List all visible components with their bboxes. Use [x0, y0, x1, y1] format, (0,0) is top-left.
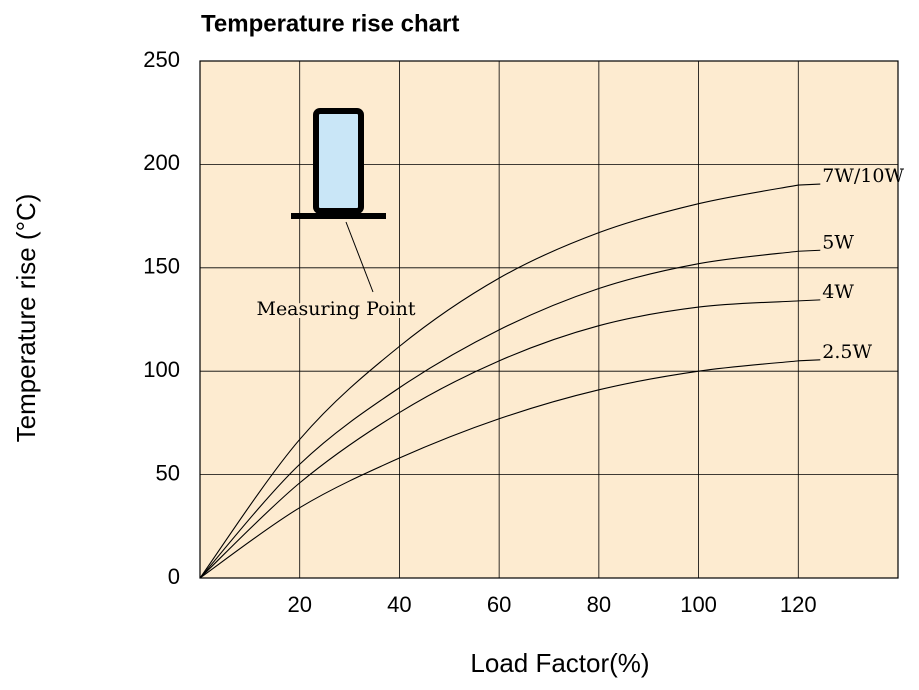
series-line	[199, 250, 799, 579]
series-line	[199, 300, 799, 579]
x-tick-label: 60	[487, 592, 511, 617]
x-tick-label: 20	[287, 592, 311, 617]
y-tick-label: 0	[168, 564, 180, 589]
series-label: 5W	[822, 231, 854, 253]
measuring-point-diagram: Measuring Point	[253, 108, 419, 323]
y-tick-label: 250	[143, 47, 180, 72]
chart-title: Temperature rise chart	[201, 10, 459, 37]
label-leader	[798, 299, 821, 302]
x-tick-label: 40	[387, 592, 411, 617]
leader-line	[345, 221, 374, 293]
x-axis-label: Load Factor(%)	[470, 648, 649, 678]
series-label: 2.5W	[822, 341, 872, 363]
annotation: Measuring Point	[256, 298, 415, 320]
series-line	[199, 360, 799, 579]
y-axis-label: Temperature rise (°C)	[11, 194, 41, 443]
y-tick-label: 100	[143, 357, 180, 382]
plot-layer: 0 50 100 150 200 250 20 40 60 80 100 120 7W/10W 5W 4W 2…	[143, 47, 904, 617]
series-label: 7W/10W	[822, 165, 904, 187]
x-tick-label: 120	[780, 592, 817, 617]
label-leader	[798, 249, 821, 252]
series-line	[199, 184, 799, 579]
resistor-icon	[313, 108, 364, 214]
series-label: 4W	[822, 281, 854, 303]
solder-joint	[325, 212, 359, 219]
x-tick-label: 80	[587, 592, 611, 617]
label-leader	[798, 183, 821, 186]
y-tick-label: 150	[143, 254, 180, 279]
y-tick-label: 50	[156, 460, 180, 485]
y-tick-label: 200	[143, 150, 180, 175]
label-leader	[798, 359, 821, 362]
x-tick-label: 100	[680, 592, 717, 617]
